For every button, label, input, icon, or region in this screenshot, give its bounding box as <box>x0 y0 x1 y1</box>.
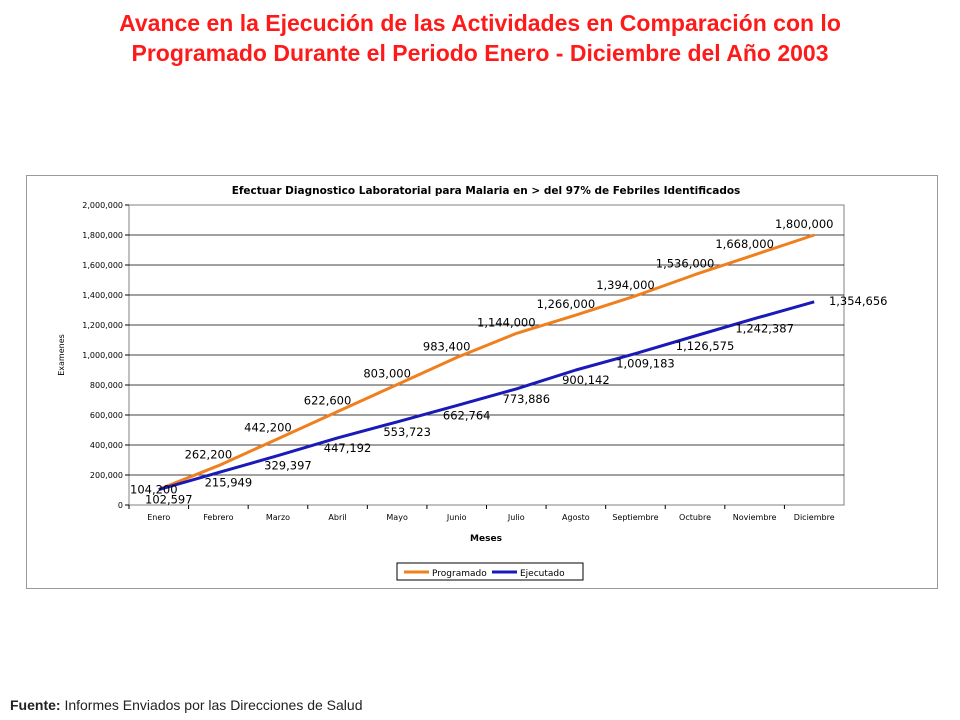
data-label-ejecutado: 1,126,575 <box>676 339 735 353</box>
x-tick-label: Junio <box>446 513 467 522</box>
data-label-programado: 1,668,000 <box>715 237 774 251</box>
data-label-programado: 983,400 <box>423 339 471 353</box>
x-tick-label: Noviembre <box>733 513 777 522</box>
x-tick-label: Julio <box>507 513 525 522</box>
y-tick-label: 1,200,000 <box>82 321 123 330</box>
x-tick-label: Septiembre <box>612 513 658 522</box>
y-tick-label: 600,000 <box>90 411 123 420</box>
slide-title-line-1: Avance en la Ejecución de las Actividade… <box>119 10 841 36</box>
data-label-ejecutado: 329,397 <box>264 459 312 473</box>
y-tick-label: 0 <box>118 501 123 510</box>
x-tick-label: Octubre <box>679 513 711 522</box>
footer-text: Informes Enviados por las Direcciones de… <box>64 697 363 713</box>
x-tick-label: Abril <box>328 513 346 522</box>
x-axis-label: Meses <box>470 534 502 544</box>
y-tick-label: 1,600,000 <box>82 261 123 270</box>
x-tick-label: Enero <box>147 513 170 522</box>
data-label-ejecutado: 1,354,656 <box>829 294 888 308</box>
data-label-ejecutado: 1,009,183 <box>616 357 675 371</box>
data-label-ejecutado: 662,764 <box>443 409 491 423</box>
legend-box <box>396 562 584 581</box>
slide-title-line-2: Programado Durante el Periodo Enero - Di… <box>131 40 829 66</box>
data-label-programado: 1,800,000 <box>775 217 834 231</box>
line-chart: 0 200,000 400,000 600,000 800,000 1,000,000 1,… <box>57 185 887 581</box>
data-label-ejecutado: 102,597 <box>145 493 193 507</box>
x-tick-label: Febrero <box>203 513 233 522</box>
chart-title: Efectuar Diagnostico Laboratorial para M… <box>232 185 741 197</box>
x-tick-label: Agosto <box>562 513 590 522</box>
data-label-programado: 1,266,000 <box>537 297 596 311</box>
grid-lines <box>129 234 844 476</box>
data-label-programado: 803,000 <box>363 367 411 381</box>
y-tick-label: 2,000,000 <box>82 201 123 210</box>
data-label-ejecutado: 900,142 <box>562 373 610 387</box>
y-tick-label: 200,000 <box>90 471 123 480</box>
series-line-programado <box>158 233 815 491</box>
footer-label: Fuente: <box>10 697 61 713</box>
y-tick-label: 1,000,000 <box>82 351 123 360</box>
series-lines <box>158 233 815 492</box>
data-label-programado: 104,200 <box>130 482 178 496</box>
axes: 0 200,000 400,000 600,000 800,000 1,000,000 1,… <box>82 201 834 522</box>
source-footer: Fuente: Informes Enviados por las Direcc… <box>10 697 363 713</box>
data-label-programado: 442,200 <box>244 421 292 435</box>
data-labels: 104,200 262,200 442,200 622,600 803,000 983,4… <box>130 217 887 507</box>
y-axis-label: Examenes <box>57 334 66 376</box>
data-label-programado: 622,600 <box>304 394 352 408</box>
y-tick-label: 1,400,000 <box>82 291 123 300</box>
data-label-ejecutado: 447,192 <box>324 441 372 455</box>
data-label-programado: 1,394,000 <box>596 278 655 292</box>
data-label-programado: 1,144,000 <box>477 315 536 329</box>
y-tick-label: 400,000 <box>90 441 123 450</box>
y-tick-label: 800,000 <box>90 381 123 390</box>
x-tick-label: Marzo <box>266 513 290 522</box>
data-label-programado: 1,536,000 <box>656 257 715 271</box>
chart-frame: 0 200,000 400,000 600,000 800,000 1,000,000 1,… <box>26 175 938 589</box>
data-label-programado: 262,200 <box>185 448 233 462</box>
legend-label-ejecutado: Ejecutado <box>520 569 565 579</box>
x-tick-label: Mayo <box>386 513 408 522</box>
y-tick-label: 1,800,000 <box>82 231 123 240</box>
legend-label-programado: Programado <box>432 569 487 579</box>
x-tick-label: Diciembre <box>794 513 835 522</box>
data-label-ejecutado: 553,723 <box>383 425 431 439</box>
series-line-ejecutado <box>158 300 815 492</box>
data-label-ejecutado: 215,949 <box>205 476 253 490</box>
legend: Programado Ejecutado <box>396 562 584 581</box>
data-label-ejecutado: 773,886 <box>503 392 551 406</box>
data-label-ejecutado: 1,242,387 <box>735 322 794 336</box>
slide-title: Avance en la Ejecución de las Actividade… <box>40 8 920 68</box>
